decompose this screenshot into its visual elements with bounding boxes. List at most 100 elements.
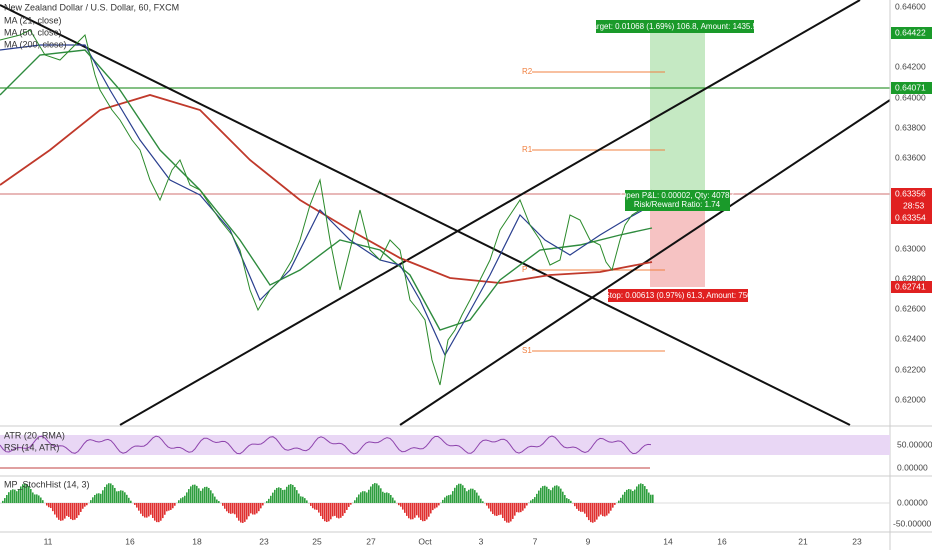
stoch-bar	[172, 503, 174, 509]
stoch-bar	[482, 501, 484, 503]
stoch-bar	[362, 491, 364, 503]
ma-legend: MA (200, close)	[4, 39, 67, 49]
stoch-bar	[94, 494, 96, 503]
stoch-bar	[160, 503, 162, 521]
stoch-bar	[614, 503, 616, 505]
stoch-bar	[4, 498, 6, 503]
pnl-label: Open P&L: 0.00002, Qty: 40783	[620, 191, 734, 200]
price-axis-label: 0.62600	[895, 303, 926, 313]
stoch-bar	[42, 500, 44, 503]
stoch-bar	[400, 503, 402, 507]
stoch-bar	[402, 503, 404, 510]
stoch-bar	[262, 503, 264, 506]
stoch-bar	[344, 503, 346, 514]
stoch-bar	[518, 503, 520, 513]
stoch-bar	[646, 489, 648, 503]
pane-axis-label: 50.00000	[897, 439, 932, 449]
pivot-label: R2	[522, 67, 533, 76]
stoch-bar	[370, 486, 372, 503]
stoch-bar	[316, 503, 318, 510]
stoch-bar	[210, 490, 212, 503]
stoch-bar	[248, 503, 250, 517]
ma-legend: MA (21, close)	[4, 15, 62, 25]
stoch-bar	[652, 494, 654, 503]
stoch-bar	[456, 485, 458, 503]
stoch-bar	[230, 503, 232, 514]
stoch-bar	[452, 491, 454, 503]
price-tag-label: 0.63354	[895, 212, 926, 222]
stoch-bar	[282, 489, 284, 503]
stoch-bar	[284, 489, 286, 503]
stoch-bar	[410, 503, 412, 520]
stoch-bar	[16, 491, 18, 503]
stoch-bar	[596, 503, 598, 520]
stoch-bar	[406, 503, 408, 516]
price-series	[0, 29, 653, 386]
stoch-bar	[638, 484, 640, 503]
date-axis-label: 25	[312, 536, 322, 546]
stoch-bar	[168, 503, 170, 511]
date-axis-label: 18	[192, 536, 202, 546]
indicator-label: ATR (20, RMA)	[4, 430, 65, 440]
stoch-bar	[290, 484, 292, 503]
stoch-bar	[200, 490, 202, 503]
stoch-bar	[314, 503, 316, 510]
stoch-bar	[286, 486, 288, 503]
stoch-bar	[120, 490, 122, 503]
stoch-bar	[634, 489, 636, 503]
stoch-bar	[122, 490, 124, 503]
stoch-bar	[412, 503, 414, 520]
stoch-bar	[198, 488, 200, 503]
stoch-bar	[58, 503, 60, 520]
symbol-label: New Zealand Dollar / U.S. Dollar, 60, FX…	[4, 2, 179, 12]
stoch-bar	[156, 503, 158, 523]
stoch-bar	[612, 503, 614, 508]
stoch-bar	[116, 491, 118, 503]
stoch-bar	[250, 503, 252, 514]
stoch-bar	[388, 493, 390, 503]
stoch-bar	[480, 498, 482, 503]
stoch-bar	[118, 491, 120, 503]
stoch-bar	[34, 494, 36, 503]
stoch-bar	[112, 485, 114, 503]
stoch-bar	[232, 503, 234, 514]
ma-21	[0, 44, 653, 357]
stoch-bar	[170, 503, 172, 510]
stoch-bar	[6, 495, 8, 503]
stoch-bar	[202, 488, 204, 503]
stoch-bar	[522, 503, 524, 511]
stoch-bar	[188, 489, 190, 503]
stoch-bar	[36, 494, 38, 503]
stoch-bar	[446, 495, 448, 503]
stoch-bar	[372, 484, 374, 503]
stoch-bar	[54, 503, 56, 515]
pivot-label: P	[522, 265, 527, 274]
stoch-bar	[510, 503, 512, 522]
stoch-bar	[240, 503, 242, 523]
stoch-bar	[560, 488, 562, 503]
stoch-bar	[246, 503, 248, 520]
indicator-label: MP_StochHist (14, 3)	[4, 479, 90, 489]
stoch-bar	[318, 503, 320, 513]
stoch-bar	[600, 503, 602, 515]
stoch-bar	[534, 497, 536, 503]
date-axis-label: 21	[798, 536, 808, 546]
stoch-bar	[496, 503, 498, 516]
stoch-bar	[394, 500, 396, 503]
stoch-bar	[550, 490, 552, 503]
stoch-bar	[272, 492, 274, 503]
stoch-bar	[492, 503, 494, 514]
stoch-bar	[82, 503, 84, 509]
stoch-bar	[60, 503, 62, 521]
stoch-bar	[586, 503, 588, 518]
price-tag	[891, 281, 932, 293]
stoch-bar	[632, 491, 634, 503]
stoch-bar	[126, 494, 128, 503]
stoch-bar	[462, 485, 464, 503]
stoch-bar	[322, 503, 324, 520]
stoch-bar	[86, 503, 88, 506]
price-tag	[891, 188, 932, 224]
stoch-bar	[148, 503, 150, 517]
stoch-bar	[90, 500, 92, 503]
